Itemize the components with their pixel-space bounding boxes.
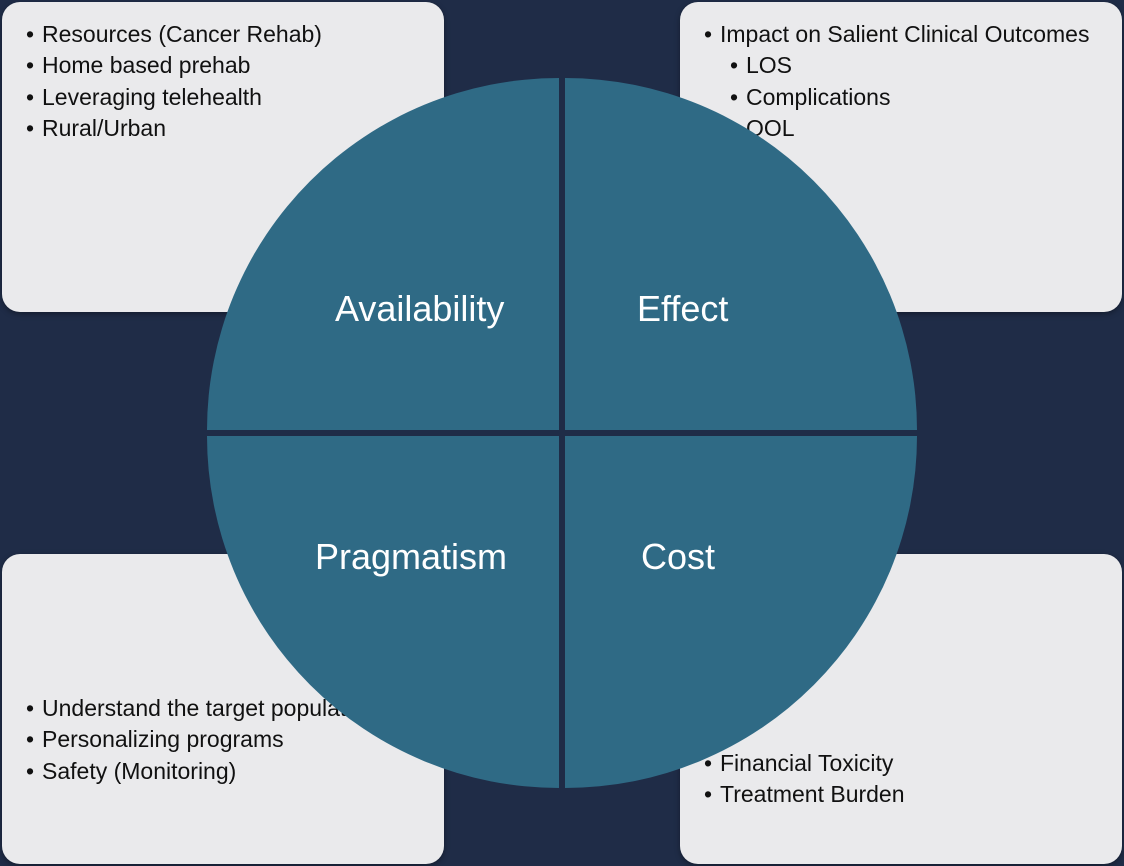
quadrant-pragmatism: Pragmatism [207, 436, 559, 788]
quadrant-label-cost: Cost [641, 536, 715, 578]
list-item: Home based prehab [24, 51, 422, 80]
quadrant-label-pragmatism: Pragmatism [315, 536, 507, 578]
quadrant-label-availability: Availability [335, 288, 504, 330]
circle-quadrants: Availability Effect Pragmatism Cost [207, 78, 917, 788]
quadrant-cost: Cost [565, 436, 917, 788]
diagram-container: Resources (Cancer Rehab)Home based preha… [0, 0, 1124, 866]
quadrant-label-effect: Effect [637, 288, 728, 330]
quadrant-effect: Effect [565, 78, 917, 430]
list-item: LOS [702, 51, 1100, 80]
quadrant-availability: Availability [207, 78, 559, 430]
list-item: Impact on Salient Clinical Outcomes [702, 20, 1100, 49]
list-item: Resources (Cancer Rehab) [24, 20, 422, 49]
